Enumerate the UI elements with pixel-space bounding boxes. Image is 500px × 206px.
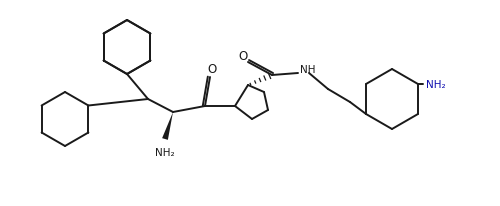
Text: NH₂: NH₂ [426, 80, 446, 90]
Text: NH: NH [300, 65, 316, 75]
Text: O: O [238, 50, 248, 63]
Text: NH₂: NH₂ [155, 147, 175, 157]
Text: O: O [208, 63, 216, 76]
Polygon shape [162, 112, 173, 140]
